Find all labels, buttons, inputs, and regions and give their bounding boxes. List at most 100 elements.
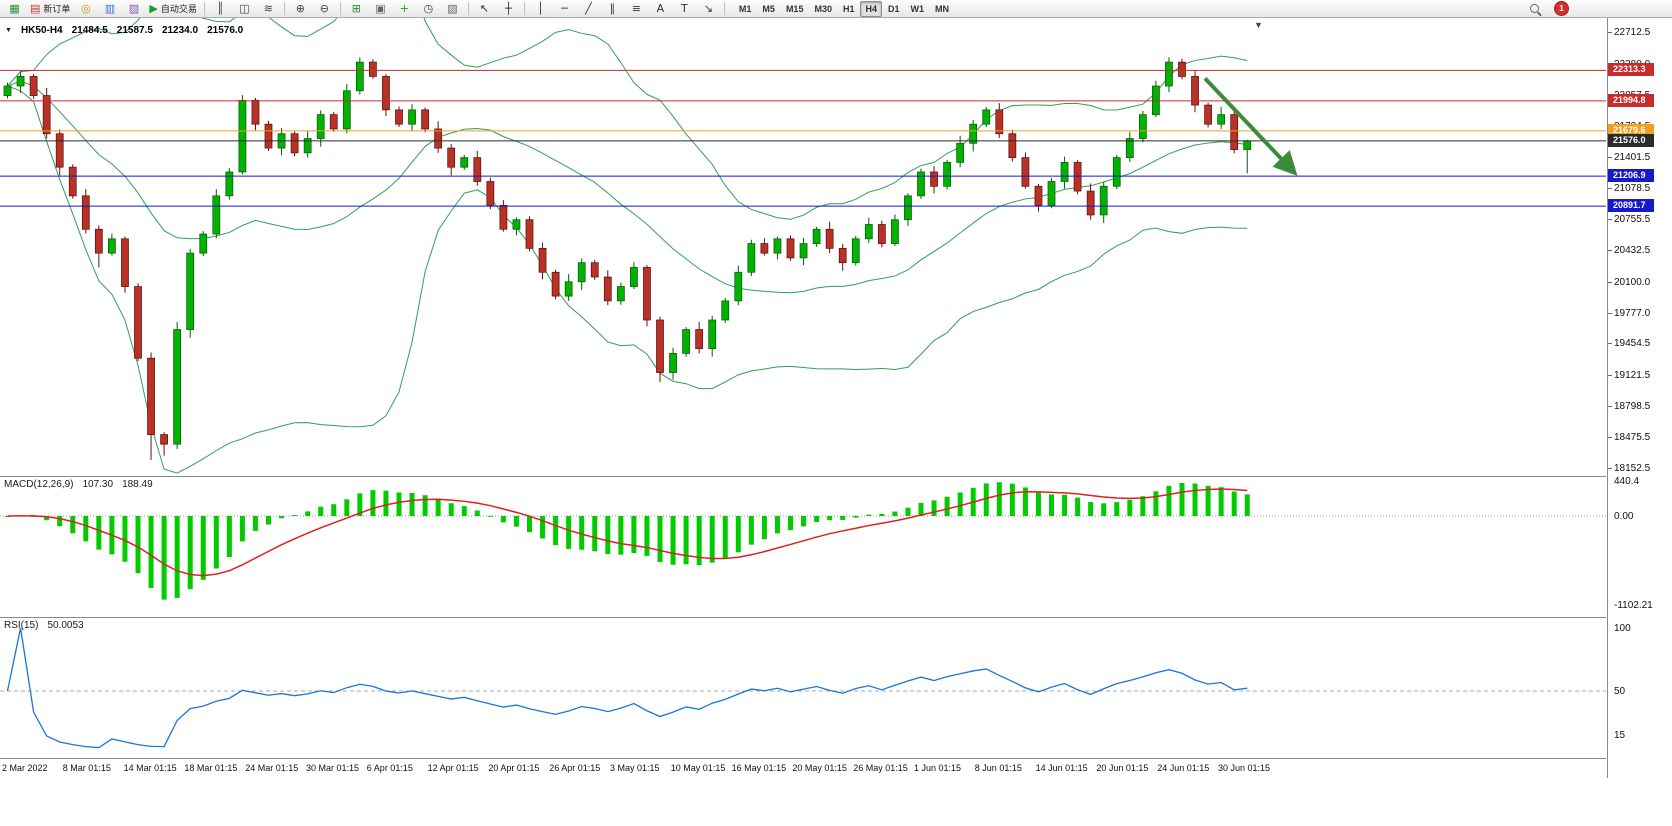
autotrading-icon: ▶	[149, 2, 158, 15]
macd-label: MACD(12,26,9) 107.30 188.49	[4, 479, 153, 490]
toolbar-buttons: ▦ ▤ 新订单 ◎ ▥ ▨ ▶ 自动交易 ║ ◫ ≋ ⊕ ⊖ ⊞ ▣ + ◷ ▧ ↖ ┼ │ ─ ╱ ∥ ≡ A T ↘	[3, 0, 728, 17]
line-chart-button[interactable]: ≋	[257, 0, 280, 17]
label-button[interactable]: T	[673, 0, 696, 17]
timeframe-m1-button[interactable]: M1	[738, 3, 752, 14]
arrows-button[interactable]: ↘	[697, 0, 720, 17]
market-watch-button[interactable]: ▥	[98, 0, 121, 17]
timeframe-m15-button[interactable]: M15	[785, 3, 804, 14]
candlestick-chart-button[interactable]: ◫	[233, 0, 256, 17]
channel-icon: ∥	[609, 2, 616, 15]
timeframe-h1-button[interactable]: H1	[842, 3, 855, 14]
bar-high: 21587.5	[116, 25, 153, 36]
crosshair-button[interactable]: ┼	[497, 0, 520, 17]
y-axis-label: 18152.5	[1614, 462, 1651, 474]
x-axis-label: 2 Mar 2022	[2, 763, 48, 773]
y-axis-label: 20432.5	[1614, 245, 1651, 257]
timeframe-h4-button[interactable]: H4	[860, 0, 882, 17]
y-axis-label: 19777.0	[1614, 307, 1651, 319]
x-axis-label: 26 Apr 01:15	[549, 763, 601, 773]
new-order-button[interactable]: ▤ 新订单	[27, 0, 73, 17]
bar-chart-icon: ║	[217, 2, 224, 15]
timeframe-m5-button[interactable]: M5	[762, 3, 775, 14]
price-tag-22313.3: 22313.3	[1608, 63, 1654, 77]
rsi-axis-label: 100	[1614, 623, 1631, 634]
market-watch-icon: ▥	[104, 2, 116, 15]
macd-axis-label: 440.4	[1614, 475, 1640, 487]
trend-arrow[interactable]	[1203, 76, 1298, 176]
timeframe-d1-button[interactable]: D1	[888, 3, 900, 14]
x-axis-label: 24 Mar 01:15	[245, 763, 299, 773]
rsi-panel[interactable]: RSI(15) 50.0053	[0, 617, 1606, 758]
y-axis-label: 20755.5	[1614, 214, 1651, 226]
rsi-canvas	[0, 627, 1606, 749]
candlestick-series[interactable]	[3, 57, 1252, 460]
new-order-icon: ▤	[30, 2, 41, 15]
zoom-out-button[interactable]: ⊖	[313, 0, 336, 17]
macd-name: MACD(12,26,9)	[4, 479, 74, 490]
price-chart-panel[interactable]: ▼ HK50-H4 21484.5 21587.5 21234.0 21576.…	[0, 18, 1606, 476]
periods-button[interactable]: ◷	[417, 0, 440, 17]
macd-panel[interactable]: MACD(12,26,9) 107.30 188.49	[0, 476, 1606, 617]
indicators-icon: +	[399, 2, 410, 15]
vertical-line-button[interactable]: │	[529, 0, 552, 17]
bar-chart-button[interactable]: ║	[209, 0, 232, 17]
new-chart-button[interactable]: ▦	[3, 0, 26, 17]
y-axis-tick	[1608, 467, 1612, 469]
cascade-windows-button[interactable]: ▣	[369, 0, 392, 17]
y-axis-label: 20100.0	[1614, 276, 1651, 288]
x-axis-label: 1 Jun 01:15	[914, 763, 962, 773]
y-axis-tick	[1608, 312, 1612, 314]
notifications-badge[interactable]: 1	[1554, 1, 1569, 16]
y-axis-tick	[1608, 32, 1612, 34]
x-axis-label: 16 May 01:15	[731, 763, 787, 773]
label-icon: T	[681, 2, 688, 15]
bar-low: 21234.0	[161, 25, 199, 36]
new-chart-icon: ▦	[9, 2, 20, 15]
y-axis-tick	[1608, 157, 1612, 159]
bar-close: 21576.0	[207, 25, 244, 36]
channel-button[interactable]: ∥	[601, 0, 624, 17]
periods-icon: ◷	[423, 2, 434, 15]
fibonacci-button[interactable]: ≡	[625, 0, 648, 17]
y-axis-label: 21078.5	[1614, 183, 1651, 195]
text-button[interactable]: A	[649, 0, 672, 17]
toolbar-separator	[723, 2, 725, 15]
price-axis[interactable]: 22313.3 21994.8 21679.6 21576.0 21206.9 20891…	[1607, 18, 1672, 778]
y-axis-tick	[1608, 343, 1612, 345]
cursor-button[interactable]: ↖	[473, 0, 496, 17]
chart-area: ▼ HK50-H4 21484.5 21587.5 21234.0 21576.…	[0, 18, 1672, 826]
search-button[interactable]	[1523, 0, 1546, 17]
indicators-button[interactable]: +	[393, 0, 416, 17]
timeframe-m30-button[interactable]: M30	[814, 3, 832, 14]
symbol-expander-icon[interactable]: ▼	[5, 27, 12, 34]
navigator-button[interactable]: ◎	[74, 0, 97, 17]
rsi-axis-label: 15	[1614, 730, 1626, 742]
zoom-in-icon: ⊕	[295, 2, 306, 15]
horizontal-line-icon: ─	[561, 2, 568, 15]
navigator-icon: ◎	[81, 2, 91, 15]
text-icon: A	[656, 2, 665, 15]
data-window-button[interactable]: ▨	[122, 0, 145, 17]
tile-windows-button[interactable]: ⊞	[345, 0, 368, 17]
autotrading-button[interactable]: ▶ 自动交易	[146, 0, 199, 17]
zoom-in-button[interactable]: ⊕	[289, 0, 312, 17]
toolbar-separator	[283, 2, 285, 15]
candlestick-chart-icon: ◫	[239, 2, 250, 15]
timeframe-w1-button[interactable]: W1	[910, 3, 925, 14]
price-chart-canvas[interactable]	[0, 18, 1606, 476]
timeframe-mn-button[interactable]: MN	[935, 3, 950, 14]
x-axis-label: 12 Apr 01:15	[427, 763, 479, 773]
bollinger-bands	[7, 18, 1248, 474]
x-axis-label: 30 Mar 01:15	[306, 763, 360, 773]
y-axis-tick	[1608, 436, 1612, 438]
templates-button[interactable]: ▧	[441, 0, 464, 17]
y-axis-tick	[1608, 250, 1612, 252]
fibonacci-icon: ≡	[631, 2, 642, 15]
x-axis-label: 6 Apr 01:15	[366, 763, 413, 773]
chart-shift-icon[interactable]: ▼	[1254, 20, 1263, 30]
time-axis[interactable]: 2 Mar 2022 8 Mar 01:15 14 Mar 01:15 18 Mar …	[0, 758, 1606, 779]
x-axis-label: 20 Apr 01:15	[488, 763, 540, 773]
trendline-button[interactable]: ╱	[577, 0, 600, 17]
horizontal-line-button[interactable]: ─	[553, 0, 576, 17]
rsi-name: RSI(15)	[4, 620, 39, 631]
